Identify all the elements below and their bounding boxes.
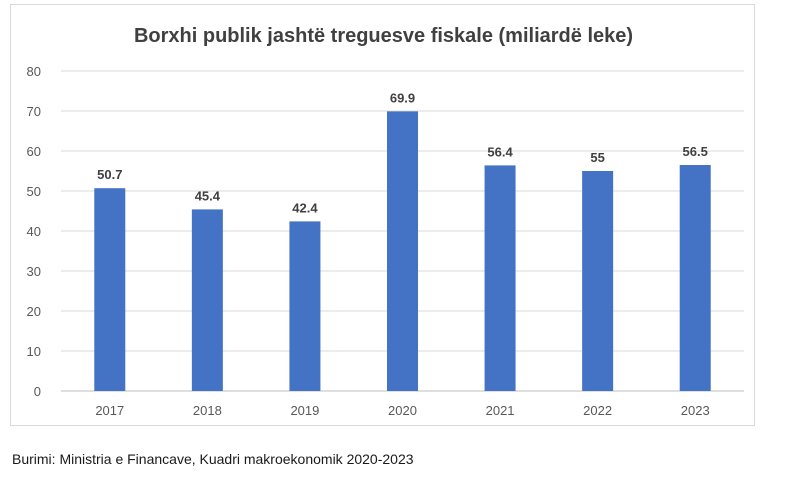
bar-chart: 0 10 20 30 40 50 60 70 80 50.7 2017 45.4 2018 42.4 201… (27, 64, 744, 418)
bar (289, 221, 321, 391)
chart-title: Borxhi publik jashtë treguesve fiskale (… (133, 25, 634, 47)
y-tick-label: 40 (27, 224, 41, 239)
y-tick-label: 0 (34, 384, 41, 399)
bar (484, 165, 516, 391)
y-tick-label: 20 (27, 304, 41, 319)
bar (679, 165, 711, 391)
bar (582, 171, 614, 391)
bar (94, 188, 126, 391)
y-tick-label: 80 (27, 64, 41, 79)
bar (387, 111, 418, 392)
x-tick-label: 2019 (290, 403, 319, 418)
data-label: 50.7 (97, 167, 122, 182)
chart-frame: Borxhi publik jashtë treguesve fiskale (… (10, 4, 755, 426)
y-tick-label: 10 (27, 344, 41, 359)
x-tick-label: 2022 (583, 403, 612, 418)
y-tick-label: 50 (27, 184, 41, 199)
y-tick-label: 70 (27, 104, 41, 119)
data-label: 42.4 (292, 200, 318, 215)
data-label: 55 (590, 150, 604, 165)
x-tick-label: 2020 (388, 403, 417, 418)
x-tick-label: 2023 (681, 403, 710, 418)
x-tick-label: 2018 (193, 403, 222, 418)
data-label: 69.9 (390, 90, 415, 105)
y-tick-label: 30 (27, 264, 41, 279)
bar (191, 209, 223, 391)
source-note: Burimi: Ministria e Financave, Kuadri ma… (12, 451, 414, 467)
y-tick-label: 60 (27, 144, 41, 159)
x-tick-label: 2017 (95, 403, 124, 418)
data-label: 45.4 (195, 188, 221, 203)
data-label: 56.5 (683, 144, 708, 159)
data-label: 56.4 (487, 144, 513, 159)
x-tick-label: 2021 (486, 403, 515, 418)
